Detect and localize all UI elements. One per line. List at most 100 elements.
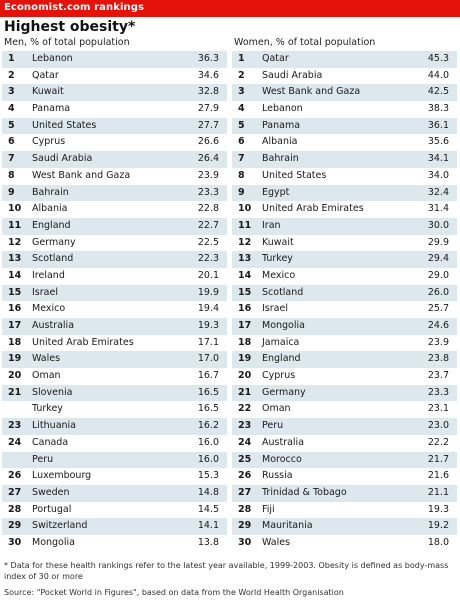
value-cell: 23.0 — [427, 420, 449, 432]
value-cell: 21.7 — [427, 453, 449, 465]
table-row: 14 Ireland 20.1 — [2, 268, 227, 285]
country-cell: Mexico — [32, 303, 66, 315]
value-cell: 23.3 — [197, 186, 219, 198]
rank-cell: 2 — [8, 69, 15, 81]
banner-text: Economist.com rankings — [4, 2, 145, 13]
country-cell: Luxembourg — [32, 470, 92, 482]
table-row: 12 Kuwait 29.9 — [232, 235, 457, 252]
country-cell: Wales — [32, 353, 61, 365]
rank-cell: 27 — [8, 486, 22, 498]
country-cell: Bahrain — [262, 153, 299, 165]
value-cell: 16.5 — [197, 386, 219, 398]
table-row: 9 Egypt 32.4 — [232, 184, 457, 202]
rank-cell: 5 — [8, 119, 15, 131]
country-cell: West Bank and Gaza — [32, 169, 131, 181]
country-cell: Saudi Arabia — [262, 69, 323, 81]
rank-cell: 16 — [8, 303, 22, 315]
value-cell: 19.2 — [427, 520, 449, 532]
women-subtitle: Women, % of total population — [234, 37, 376, 48]
value-cell: 17.0 — [197, 353, 219, 365]
value-cell: 23.9 — [427, 336, 449, 348]
country-cell: Saudi Arabia — [32, 153, 93, 165]
country-cell: Cyprus — [262, 370, 296, 382]
rank-cell: 8 — [238, 169, 245, 181]
country-cell: Peru — [262, 420, 284, 432]
table-row: 10 United Arab Emirates 31.4 — [232, 201, 457, 218]
rank-cell: 3 — [238, 86, 245, 98]
country-cell: Morocco — [262, 453, 302, 465]
rank-cell: 9 — [238, 186, 245, 198]
rank-cell: 18 — [8, 336, 22, 348]
value-cell: 34.1 — [427, 153, 449, 165]
value-cell: 14.1 — [197, 520, 219, 532]
country-cell: England — [32, 219, 71, 231]
country-cell: Egypt — [262, 186, 290, 198]
value-cell: 15.3 — [197, 470, 219, 482]
country-cell: Canada — [32, 436, 69, 448]
value-cell: 34.6 — [197, 69, 219, 81]
rank-cell: 13 — [8, 253, 22, 265]
table-row: 16 Mexico 19.4 — [2, 301, 227, 318]
rank-cell: 12 — [238, 236, 252, 248]
rank-cell: 29 — [8, 520, 22, 532]
table-row: 2 Qatar 34.6 — [2, 68, 227, 85]
country-cell: United States — [262, 169, 327, 181]
rank-cell: 14 — [238, 269, 252, 281]
rank-cell: 16 — [238, 303, 252, 315]
country-cell: Lebanon — [262, 103, 303, 115]
rank-cell: 17 — [238, 320, 252, 331]
table-row: 21 Germany 23.3 — [232, 384, 457, 402]
rank-cell: 11 — [8, 219, 22, 231]
table-row: 28 Fiji 19.3 — [232, 502, 457, 519]
value-cell: 16.5 — [197, 403, 219, 415]
table-row: 8 United States 34.0 — [232, 168, 457, 185]
value-cell: 45.3 — [427, 53, 449, 64]
country-cell: Qatar — [262, 53, 289, 64]
rank-cell: 10 — [8, 203, 22, 215]
table-row: 22 Oman 23.1 — [232, 401, 457, 418]
value-cell: 26.6 — [197, 136, 219, 148]
table-row: 12 Germany 22.5 — [2, 235, 227, 252]
value-cell: 29.9 — [427, 236, 449, 248]
value-cell: 27.7 — [197, 119, 219, 131]
country-cell: Iran — [262, 219, 281, 231]
table-row: 23 Lithuania 16.2 — [2, 418, 227, 435]
value-cell: 36.1 — [427, 119, 449, 131]
value-cell: 23.3 — [427, 386, 449, 398]
country-cell: Turkey — [32, 403, 63, 415]
table-row: 30 Mongolia 13.8 — [2, 535, 227, 552]
table-row: 27 Sweden 14.8 — [2, 484, 227, 502]
value-cell: 22.8 — [197, 203, 219, 215]
table-row: 13 Scotland 22.3 — [2, 251, 227, 268]
value-cell: 19.9 — [197, 286, 219, 298]
country-cell: Australia — [262, 436, 305, 448]
rank-cell: 24 — [8, 436, 22, 448]
rank-cell: 24 — [238, 436, 252, 448]
rank-cell: 7 — [238, 153, 245, 165]
rank-cell: 30 — [8, 536, 22, 548]
rank-cell: 26 — [8, 470, 22, 482]
country-cell: Israel — [32, 286, 58, 298]
value-cell: 23.7 — [427, 370, 449, 382]
value-cell: 16.2 — [197, 420, 219, 432]
women-ranking-table: 1 Qatar 45.3 2 Saudi Arabia 44.0 3 West Bank an… — [232, 51, 457, 552]
country-cell: West Bank and Gaza — [262, 86, 361, 98]
table-row: 2 Saudi Arabia 44.0 — [232, 68, 457, 85]
rank-cell: 7 — [8, 153, 15, 165]
value-cell: 19.3 — [197, 320, 219, 331]
source-note: Source: "Pocket World in Figures", based… — [4, 588, 344, 597]
value-cell: 22.7 — [197, 219, 219, 231]
rank-cell: 6 — [238, 136, 245, 148]
table-row: 23 Peru 23.0 — [232, 418, 457, 435]
country-cell: Mongolia — [262, 320, 305, 331]
rank-cell: 15 — [8, 286, 22, 298]
table-row: 11 England 22.7 — [2, 217, 227, 235]
country-cell: United Arab Emirates — [262, 203, 364, 215]
rank-cell: 4 — [238, 103, 245, 115]
value-cell: 24.6 — [427, 320, 449, 331]
country-cell: Peru — [32, 453, 54, 465]
value-cell: 32.8 — [197, 86, 219, 98]
rank-cell: 9 — [8, 186, 15, 198]
rank-cell: 5 — [238, 119, 245, 131]
table-row: 8 West Bank and Gaza 23.9 — [2, 168, 227, 185]
